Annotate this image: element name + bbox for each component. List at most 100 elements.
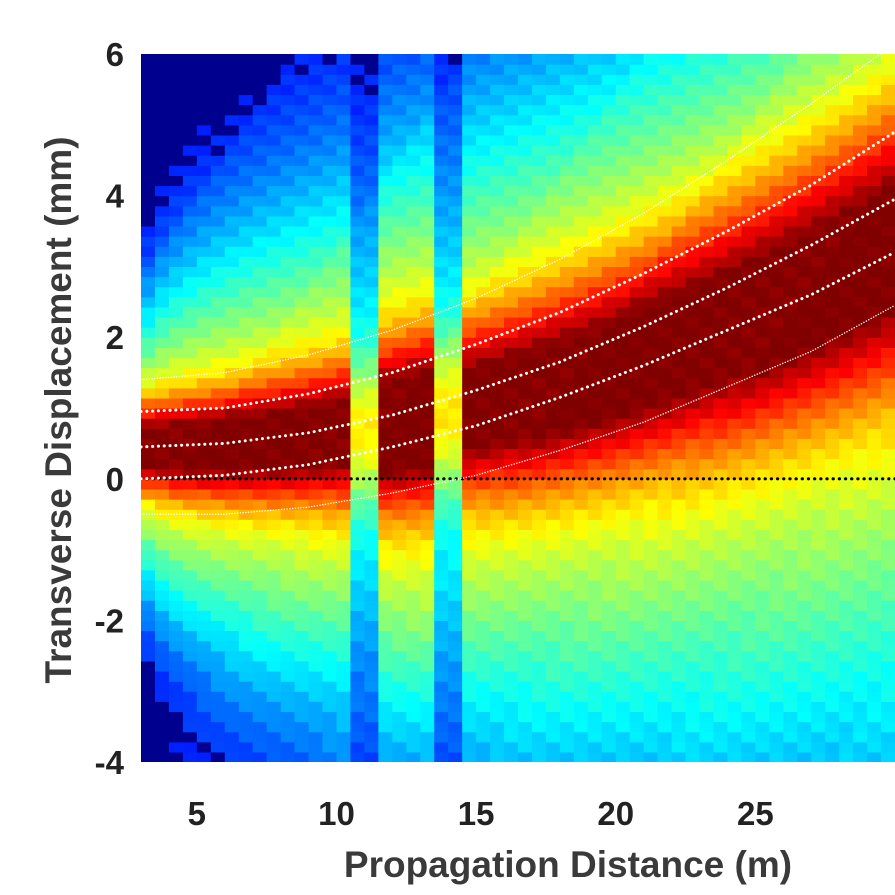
heatmap-cell [448, 640, 463, 652]
heatmap-cell [434, 134, 449, 146]
heatmap-cell [518, 134, 533, 146]
heatmap-cell [573, 549, 589, 561]
heatmap-cell [364, 499, 379, 510]
heatmap-cell [238, 145, 254, 156]
heatmap-cell [238, 590, 254, 601]
heatmap-cell [825, 397, 840, 409]
heatmap-cell [182, 418, 198, 429]
heatmap-cell [867, 701, 882, 713]
heatmap-cell [727, 711, 743, 723]
heatmap-cell [518, 559, 533, 571]
heatmap-cell [643, 499, 659, 510]
heatmap-cell [825, 590, 840, 601]
heatmap-cell [434, 397, 449, 409]
heatmap-cell [504, 286, 519, 298]
heatmap-cell [168, 397, 184, 409]
heatmap-cell [141, 610, 156, 621]
heatmap-cell [210, 448, 226, 460]
heatmap-cell [420, 468, 435, 480]
heatmap-cell [643, 620, 659, 632]
heatmap-cell [867, 438, 882, 450]
heatmap-cell [210, 64, 226, 75]
heatmap-cell [853, 114, 868, 126]
heatmap-cell [559, 650, 575, 662]
heatmap-cell [336, 145, 352, 156]
heatmap-cell [294, 64, 310, 75]
heatmap-cell [839, 246, 854, 257]
heatmap-cell [448, 286, 463, 298]
heatmap-cell [811, 610, 826, 621]
heatmap-cell [867, 681, 882, 692]
heatmap-cell [825, 701, 840, 713]
heatmap-cell [238, 205, 254, 217]
heatmap-cell [350, 539, 366, 551]
heatmap-cell [573, 488, 589, 500]
heatmap-cell [308, 215, 324, 227]
heatmap-cell [797, 610, 812, 621]
heatmap-cell [741, 499, 756, 510]
heatmap-cell [448, 458, 463, 470]
heatmap-cell [587, 175, 603, 187]
heatmap-cell [238, 681, 254, 692]
heatmap-cell [448, 478, 463, 490]
heatmap-cell [713, 691, 729, 702]
heatmap-cell [350, 731, 366, 743]
heatmap-cell [224, 751, 240, 762]
heatmap-cell [266, 428, 282, 439]
heatmap-cell [252, 559, 268, 571]
heatmap-cell [657, 54, 673, 65]
heatmap-cell [615, 256, 631, 267]
heatmap-cell [853, 408, 868, 419]
heatmap-cell [797, 205, 812, 217]
heatmap-cell [839, 408, 854, 419]
heatmap-cell [601, 438, 617, 450]
heatmap-cell [811, 104, 826, 116]
heatmap-cell [685, 316, 701, 328]
heatmap-cell [252, 296, 268, 308]
heatmap-cell [141, 448, 156, 460]
heatmap-cell [154, 640, 170, 652]
heatmap-cell [406, 246, 421, 257]
heatmap-cell [545, 741, 561, 753]
heatmap-cell [182, 165, 198, 176]
heatmap-cell [685, 225, 701, 237]
heatmap-cell [490, 347, 505, 359]
heatmap-cell [336, 478, 352, 490]
heatmap-cell [559, 286, 575, 298]
heatmap-cell [462, 600, 477, 611]
heatmap-cell [811, 387, 826, 399]
heatmap-cell [210, 165, 226, 176]
heatmap-cell [294, 397, 310, 409]
heatmap-cell [629, 721, 645, 733]
heatmap-cell [336, 64, 352, 75]
heatmap-cell [378, 630, 393, 642]
heatmap-cell [699, 74, 715, 85]
heatmap-cell [713, 306, 729, 318]
heatmap-cell [531, 155, 547, 166]
heatmap-cell [406, 387, 421, 399]
heatmap-cell [629, 276, 645, 288]
heatmap-cell [643, 428, 659, 439]
heatmap-cell [811, 74, 826, 85]
heatmap-cell [294, 377, 310, 389]
heatmap-cell [350, 175, 366, 187]
heatmap-cell [545, 225, 561, 237]
heatmap-cell [434, 691, 449, 702]
heatmap-cell [490, 84, 505, 96]
heatmap-cell [322, 225, 338, 237]
heatmap-cell [741, 488, 756, 500]
heatmap-cell [182, 306, 198, 318]
heatmap-cell [504, 711, 519, 723]
heatmap-cell [406, 681, 421, 692]
heatmap-cell [504, 670, 519, 682]
heatmap-cell [573, 731, 589, 743]
heatmap-cell [182, 488, 198, 500]
heatmap-cell [364, 64, 379, 75]
heatmap-cell [308, 205, 324, 217]
y-tick-label: 2 [106, 319, 124, 356]
heatmap-cell [182, 104, 198, 116]
heatmap-cell [643, 64, 659, 75]
heatmap-cell [196, 296, 212, 308]
heatmap-cell [238, 155, 254, 166]
heatmap-cell [168, 165, 184, 176]
